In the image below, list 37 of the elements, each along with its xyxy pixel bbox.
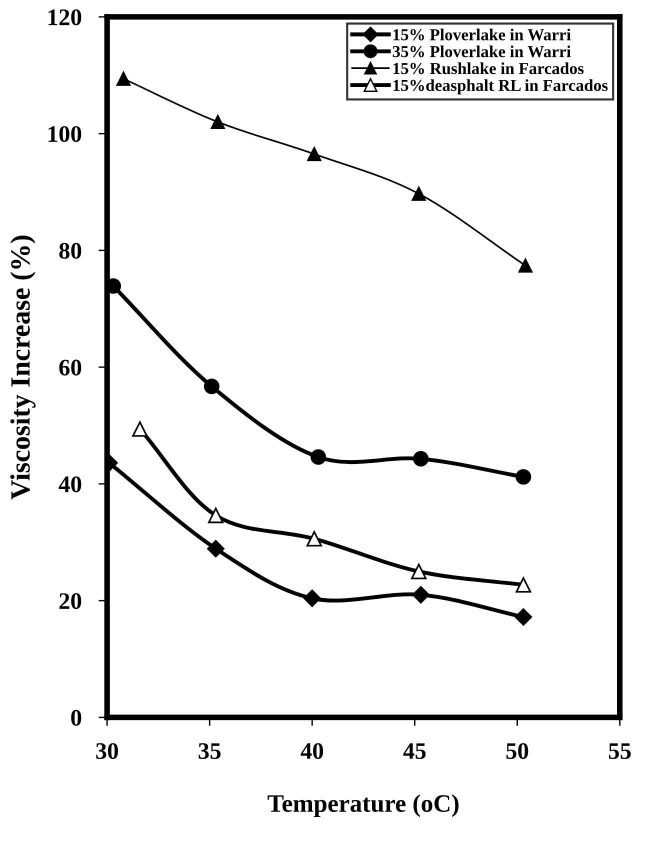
y-tick-label: 120 — [48, 9, 82, 26]
point — [413, 451, 429, 467]
point — [514, 608, 532, 626]
y-tick-label: 100 — [48, 126, 82, 142]
x-tick-label: 50 — [506, 743, 528, 760]
point — [411, 564, 427, 580]
x-tick-label: 40 — [300, 743, 324, 760]
point — [516, 577, 532, 593]
point — [210, 114, 225, 130]
x-tick-label: 45 — [403, 743, 426, 760]
legend-label: 15%deasphalt RL in Farcados — [394, 79, 608, 94]
y-tick-label: 80 — [59, 242, 82, 259]
point — [303, 590, 321, 608]
y-axis-title: Viscosity Increase (%) — [10, 236, 36, 500]
point — [306, 530, 322, 547]
legend-label: 35% Ploverlake in Warri — [392, 46, 571, 58]
point — [207, 540, 224, 558]
point — [412, 586, 430, 604]
point — [310, 449, 326, 465]
point — [516, 469, 532, 485]
point — [204, 378, 220, 394]
y-tick-label: 20 — [59, 593, 82, 610]
point — [307, 146, 322, 162]
legend-label: 15% Rushlake in Farcados — [394, 62, 584, 74]
x-tick-label: 35 — [198, 743, 221, 760]
y-tick-label: 40 — [58, 476, 82, 492]
y-tick-label: 60 — [59, 360, 82, 376]
y-tick-label: 0 — [71, 710, 82, 726]
x-axis-title: Temperature (oC) — [268, 794, 459, 818]
x-tick-label: 30 — [96, 743, 118, 760]
point — [518, 258, 533, 273]
point — [116, 72, 131, 86]
legend-label: 15% Ploverlake in Warri — [394, 28, 571, 40]
x-tick-label: 55 — [608, 743, 631, 760]
point — [208, 508, 224, 524]
point — [132, 421, 148, 437]
point — [412, 186, 426, 201]
